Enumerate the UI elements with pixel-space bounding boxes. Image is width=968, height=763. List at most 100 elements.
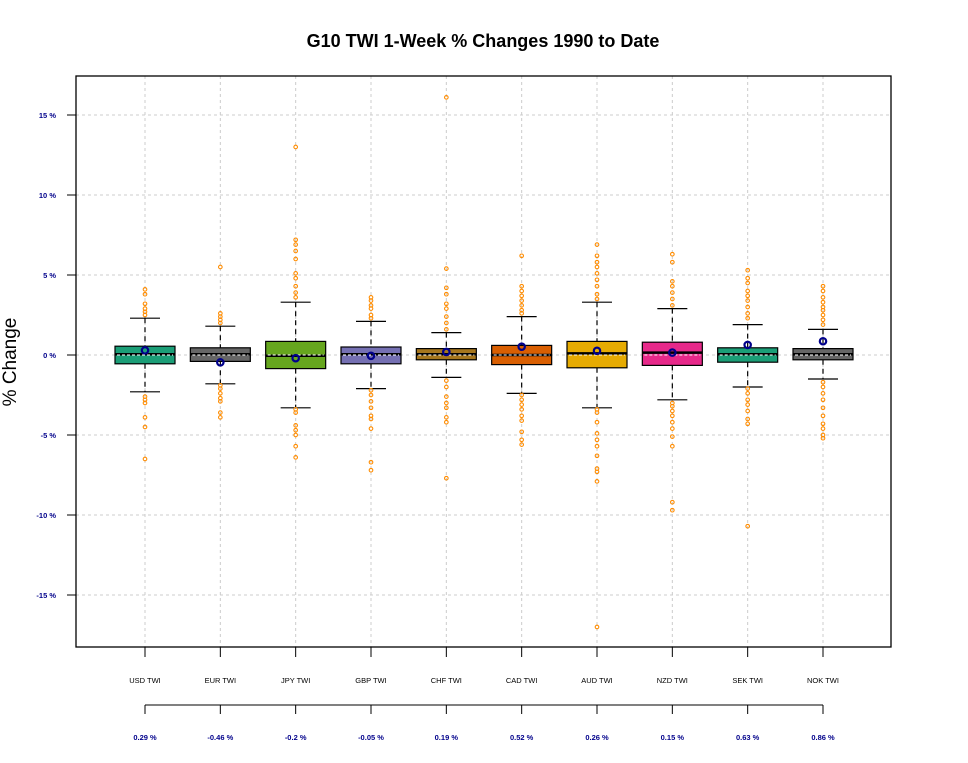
outlier-point <box>594 271 600 276</box>
outlier-point <box>293 248 299 254</box>
outlier-point <box>217 399 223 404</box>
outlier-point <box>519 413 525 419</box>
outlier-point <box>443 327 449 332</box>
outlier-point <box>142 291 148 297</box>
outlier-point <box>669 259 675 265</box>
outlier-point <box>820 379 826 385</box>
outlier-point <box>820 413 826 419</box>
outlier-point <box>594 259 600 265</box>
outlier-point <box>217 264 223 270</box>
outlier-point <box>368 426 374 431</box>
outlier-point <box>820 307 826 313</box>
mean-value-label: -0.2 % <box>285 733 307 742</box>
outlier-point <box>293 271 299 276</box>
outlier-point <box>669 408 675 414</box>
y-tick-label: -10 % <box>36 511 56 520</box>
outlier-point <box>293 432 299 438</box>
outlier-point <box>519 283 525 289</box>
outlier-point <box>519 418 525 423</box>
mean-marker <box>442 347 451 357</box>
outlier-point <box>594 469 600 475</box>
outlier-point <box>669 283 675 289</box>
outlier-point <box>594 479 600 484</box>
outlier-point <box>142 424 148 430</box>
box-group-jpy-twi <box>265 144 327 460</box>
outlier-point <box>519 402 525 407</box>
x-tick-label: USD TWI <box>129 676 161 685</box>
box-group-sek-twi <box>717 267 779 529</box>
mean-value-label: 0.52 % <box>510 733 534 742</box>
mean-marker <box>216 358 225 367</box>
outlier-point <box>519 397 525 403</box>
outlier-point <box>293 290 299 295</box>
outlier-point <box>368 306 374 311</box>
x-tick-label: CAD TWI <box>506 676 538 685</box>
outlier-point <box>443 394 449 399</box>
chart-title: G10 TWI 1-Week % Changes 1990 to Date <box>307 31 660 51</box>
outlier-point <box>745 280 751 286</box>
mean-value-label: 0.15 % <box>661 733 685 742</box>
outlier-point <box>594 283 600 289</box>
mean-marker <box>818 336 828 346</box>
mean-value-label: 0.26 % <box>585 733 609 742</box>
outlier-point <box>745 304 751 310</box>
outlier-point <box>368 392 374 398</box>
outlier-point <box>443 405 449 411</box>
box-group-aud-twi <box>566 242 628 630</box>
outlier-point <box>820 295 826 300</box>
outlier-point <box>594 410 600 415</box>
outlier-point <box>519 407 525 412</box>
box-group-chf-twi <box>415 95 477 481</box>
outlier-point <box>293 423 299 428</box>
outlier-point <box>368 416 374 422</box>
outlier-point <box>594 277 600 283</box>
outlier-point <box>293 275 299 281</box>
outlier-point <box>293 455 299 460</box>
y-axis: 15 % 10 % 5 % 0 % -5 % -10 % -15 % <box>36 111 76 600</box>
outlier-point <box>443 419 449 425</box>
box-group-nzd-twi <box>641 251 703 513</box>
outlier-point <box>820 435 826 441</box>
y-tick-label: -15 % <box>36 591 56 600</box>
outlier-point <box>519 437 525 443</box>
outlier-point <box>443 314 449 319</box>
mean-marker <box>592 346 602 356</box>
outlier-point <box>368 387 374 393</box>
plot-frame <box>75 75 892 648</box>
y-tick-label: 5 % <box>43 271 56 280</box>
outlier-point <box>519 293 525 299</box>
mean-marker <box>291 353 300 363</box>
outlier-point <box>745 298 751 303</box>
mean-marker <box>668 348 677 357</box>
outlier-point <box>745 391 751 396</box>
outlier-point <box>594 253 600 259</box>
mean-marker <box>517 342 526 351</box>
outlier-point <box>142 287 148 292</box>
mean-axis: 0.29 % -0.46 % -0.2 % -0.05 % 0.19 % 0.52 % 0.… <box>133 704 835 742</box>
outlier-point <box>519 288 525 294</box>
outlier-point <box>594 419 600 425</box>
outlier-point <box>594 296 600 302</box>
outlier-point <box>293 283 299 289</box>
y-tick-label: 10 % <box>39 191 56 200</box>
outlier-point <box>594 431 600 436</box>
outlier-point <box>669 413 675 419</box>
x-tick-label: NOK TWI <box>807 676 839 685</box>
outlier-point <box>669 499 675 505</box>
box-group-usd-twi <box>114 287 176 462</box>
outlier-point <box>820 405 826 411</box>
outlier-point <box>443 266 449 271</box>
outlier-point <box>745 267 751 273</box>
outlier-point <box>820 426 826 431</box>
outlier-point <box>745 386 751 391</box>
outlier-point <box>443 301 449 307</box>
outlier-point <box>594 453 600 459</box>
outlier-point <box>443 306 449 311</box>
outlier-point <box>293 144 299 150</box>
outlier-point <box>745 275 751 281</box>
x-axis: USD TWI EUR TWI JPY TWI GBP TWI CHF TWI CAD T… <box>129 647 839 685</box>
x-tick-label: AUD TWI <box>581 676 613 685</box>
outlier-point <box>519 298 525 303</box>
outlier-point <box>820 421 826 427</box>
